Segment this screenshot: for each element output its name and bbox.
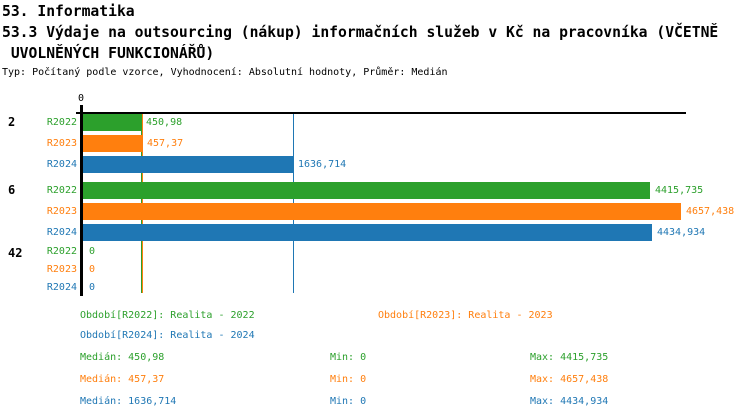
row-label-r2023: R2023 [46, 206, 77, 217]
min-r2024: Min: 0 [330, 396, 367, 407]
median-r2024: Medián: 1636,714 [80, 396, 177, 407]
group-label: 6 [8, 183, 16, 197]
bar-r2024 [83, 224, 652, 241]
group-label: 42 [8, 246, 23, 260]
bar-value-label: 4657,438 [686, 206, 735, 217]
bar-value-label: 0 [89, 246, 96, 257]
bar-value-label: 4415,735 [655, 185, 704, 196]
legend-item-r2023: Období[R2023]: Realita - 2023 [378, 310, 553, 321]
max-r2022: Max: 4415,735 [530, 352, 609, 363]
bar-r2022 [83, 114, 141, 131]
legend-item-r2024: Období[R2024]: Realita - 2024 [80, 330, 255, 341]
bar-value-label: 1636,714 [298, 159, 347, 170]
row-label-r2022: R2022 [46, 117, 77, 128]
chart-title-line2: UVOLNĚNÝCH FUNKCIONÁŘŮ) [2, 45, 215, 62]
min-r2022: Min: 0 [330, 352, 367, 363]
bar-r2022 [83, 182, 650, 199]
row-label-r2022: R2022 [46, 185, 77, 196]
chart-title-line1: 53.3 Výdaje na outsourcing (nákup) infor… [2, 24, 719, 41]
bar-value-label: 0 [89, 264, 96, 275]
row-label-r2023: R2023 [46, 138, 77, 149]
max-r2023: Max: 4657,438 [530, 374, 609, 385]
row-label-r2023: R2023 [46, 264, 77, 275]
bar-value-label: 0 [89, 282, 96, 293]
row-label-r2024: R2024 [46, 159, 77, 170]
bar-value-label: 450,98 [146, 117, 183, 128]
median-r2023: Medián: 457,37 [80, 374, 165, 385]
max-r2024: Max: 4434,934 [530, 396, 609, 407]
median-r2022: Medián: 450,98 [80, 352, 165, 363]
bar-r2023 [83, 135, 142, 152]
x-axis-zero-label: 0 [77, 93, 85, 104]
min-r2023: Min: 0 [330, 374, 367, 385]
group-label: 2 [8, 115, 16, 129]
bar-r2023 [83, 203, 681, 220]
bar-r2024 [83, 156, 293, 173]
y-axis-line [80, 105, 83, 296]
chart-meta: Typ: Počítaný podle vzorce, Vyhodnocení:… [2, 67, 448, 78]
legend-item-r2022: Období[R2022]: Realita - 2022 [80, 310, 255, 321]
bar-value-label: 4434,934 [657, 227, 706, 238]
row-label-r2024: R2024 [46, 227, 77, 238]
bar-value-label: 457,37 [147, 138, 184, 149]
section-title: 53. Informatika [2, 3, 135, 20]
x-axis-line [76, 112, 686, 114]
row-label-r2022: R2022 [46, 246, 77, 257]
row-label-r2024: R2024 [46, 282, 77, 293]
